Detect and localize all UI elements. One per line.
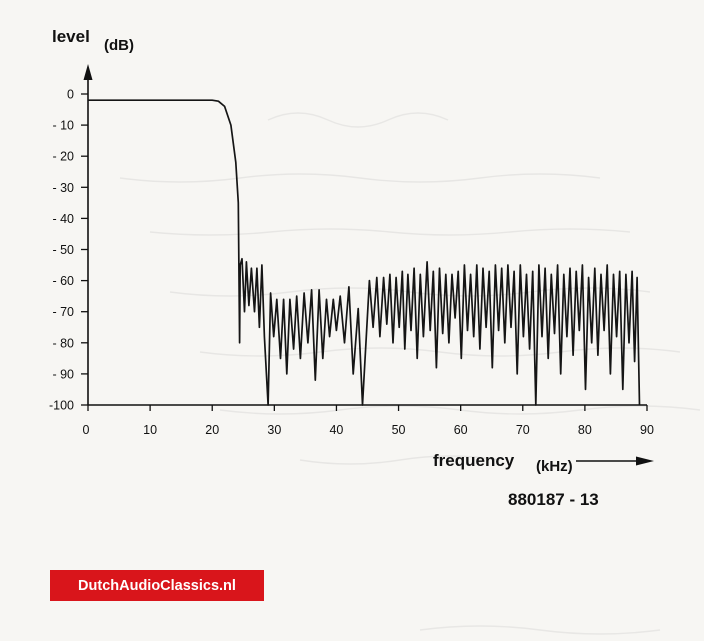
y-tick-label: - 10 <box>52 119 74 133</box>
y-axis-title: level <box>52 27 90 46</box>
y-tick-label: - 70 <box>52 305 74 319</box>
x-tick-label: 20 <box>205 423 219 437</box>
y-axis-arrow <box>83 64 93 80</box>
x-tick-label: 80 <box>578 423 592 437</box>
x-tick-label: 30 <box>267 423 281 437</box>
axes <box>83 64 654 466</box>
y-tick-label: - 60 <box>52 274 74 288</box>
y-tick-label: -100 <box>49 399 74 413</box>
x-tick-label: 10 <box>143 423 157 437</box>
x-tick-label: 60 <box>454 423 468 437</box>
y-axis-unit: (dB) <box>104 37 134 54</box>
figure-code: 880187 - 13 <box>508 490 599 509</box>
y-tick-label: - 90 <box>52 367 74 381</box>
y-tick-label: - 30 <box>52 181 74 195</box>
y-tick-label: - 50 <box>52 243 74 257</box>
x-direction-arrow <box>636 456 654 466</box>
response-line <box>88 99 641 406</box>
series-group <box>88 99 641 406</box>
y-tick-label: - 80 <box>52 336 74 350</box>
x-axis-title: frequency <box>433 451 515 470</box>
y-tick-label: - 40 <box>52 212 74 226</box>
x-axis-unit: (kHz) <box>536 458 573 475</box>
x-tick-label: 0 <box>83 423 90 437</box>
y-tick-label: 0 <box>67 88 74 102</box>
y-ticks: 0 - 10 - 20 - 30 - 40 - 50 - 60 - 70 - 80 - 90 -10… <box>49 88 88 413</box>
x-tick-label: 50 <box>392 423 406 437</box>
watermark-link[interactable]: DutchAudioClassics.nl <box>50 570 264 601</box>
y-tick-label: - 20 <box>52 150 74 164</box>
x-tick-label: 70 <box>516 423 530 437</box>
x-ticks: 0 10 20 30 40 50 60 70 80 90 <box>83 405 654 437</box>
x-tick-label: 40 <box>329 423 343 437</box>
x-tick-label: 90 <box>640 423 654 437</box>
